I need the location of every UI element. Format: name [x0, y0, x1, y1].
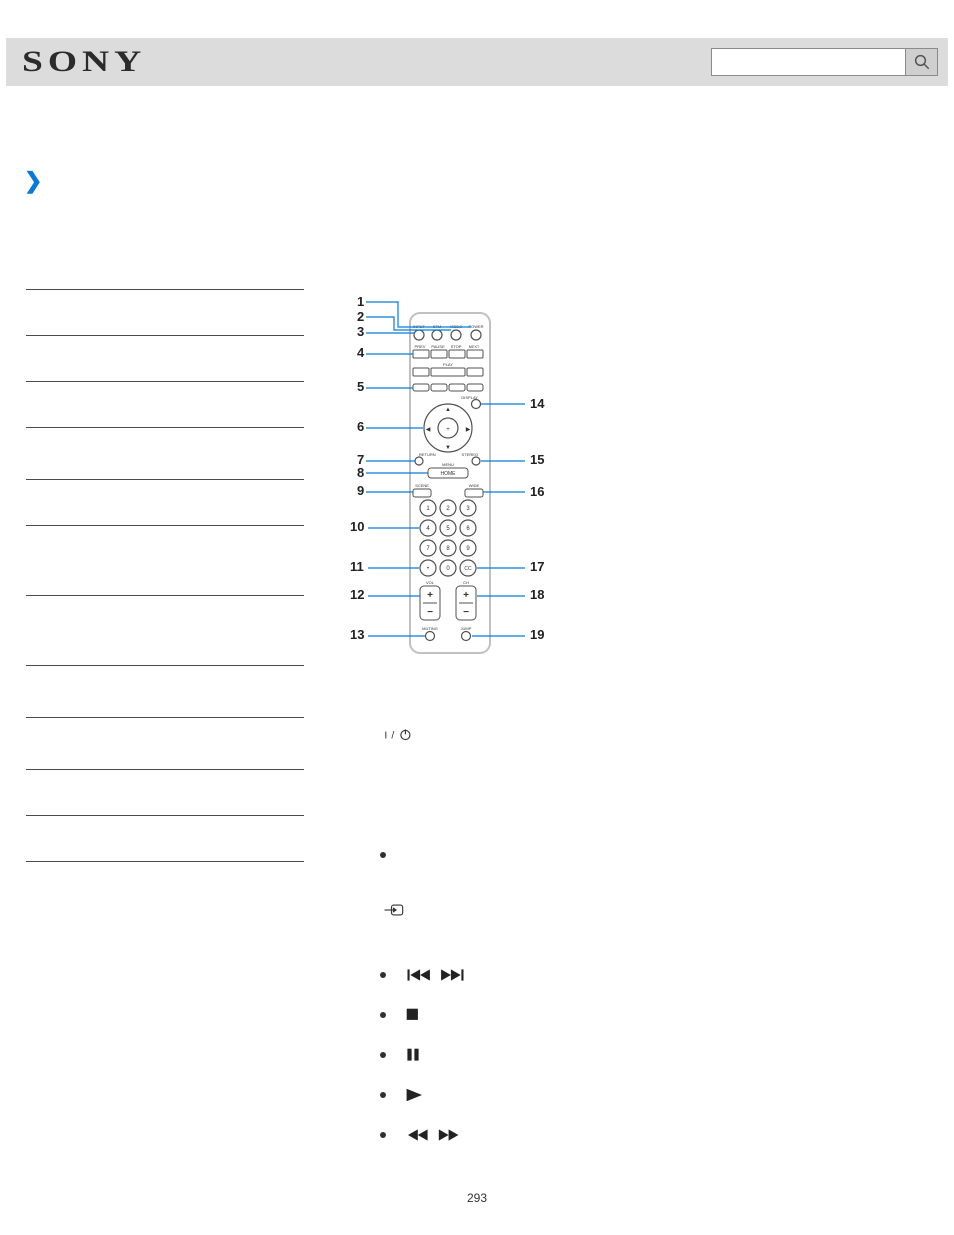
callout-12: 12	[350, 587, 364, 602]
description-list: I /	[380, 715, 710, 1155]
callout-17: 17	[530, 559, 544, 574]
sidebar-row	[26, 816, 304, 862]
search	[711, 48, 938, 76]
callout-3: 3	[357, 324, 364, 339]
svg-text:+: +	[427, 590, 433, 601]
play-icon	[404, 1088, 426, 1102]
svg-text:PREV: PREV	[415, 344, 426, 349]
callout-2: 2	[357, 309, 364, 324]
search-input[interactable]	[711, 48, 906, 76]
bullet-icon	[380, 1052, 386, 1058]
page-number: 293	[0, 1191, 954, 1205]
sidebar	[26, 238, 304, 862]
desc-prevnext-row	[380, 955, 710, 995]
sidebar-row	[26, 666, 304, 718]
svg-text:STEREO: STEREO	[462, 452, 478, 457]
callout-18: 18	[530, 587, 544, 602]
desc-spacer	[380, 755, 710, 835]
sidebar-row	[26, 596, 304, 666]
desc-rewff-row	[380, 1115, 710, 1155]
pause-icon	[404, 1048, 422, 1062]
callout-14: 14	[530, 396, 545, 411]
desc-bullet-row	[380, 835, 710, 875]
desc-power-row: I /	[380, 715, 710, 755]
svg-text:▶: ▶	[466, 427, 471, 433]
svg-text:RETURN: RETURN	[419, 452, 436, 457]
svg-text:SCENE: SCENE	[415, 483, 429, 488]
svg-text:−: −	[463, 607, 469, 618]
svg-text:PAUSE: PAUSE	[431, 344, 445, 349]
sidebar-row	[26, 290, 304, 336]
bullet-icon	[380, 972, 386, 978]
prev-next-icon	[404, 968, 474, 982]
callout-5: 5	[357, 379, 364, 394]
sidebar-row	[26, 336, 304, 382]
rew-ff-icon	[404, 1128, 468, 1142]
sidebar-row	[26, 770, 304, 816]
svg-text:+: +	[463, 590, 469, 601]
svg-text:CH: CH	[463, 580, 469, 585]
svg-text:WIDE: WIDE	[469, 483, 480, 488]
svg-text:•: •	[427, 566, 429, 572]
header-bar: SONY	[6, 38, 948, 86]
callout-6: 6	[357, 419, 364, 434]
sidebar-row	[26, 526, 304, 596]
svg-text:PLAY: PLAY	[443, 362, 453, 367]
svg-text:MUTING: MUTING	[422, 626, 438, 631]
bullet-icon	[380, 1132, 386, 1138]
svg-text:JUMP: JUMP	[461, 626, 472, 631]
svg-text:I: I	[384, 730, 387, 742]
search-button[interactable]	[906, 48, 938, 76]
callout-10: 10	[350, 519, 364, 534]
svg-text:◀: ◀	[426, 427, 431, 433]
svg-text:+: +	[446, 427, 450, 433]
sidebar-row	[26, 718, 304, 770]
svg-text:MENU: MENU	[442, 462, 454, 467]
svg-text:▼: ▼	[445, 445, 451, 451]
callout-8: 8	[357, 465, 364, 480]
sidebar-row	[26, 238, 304, 290]
breadcrumb-chevron-icon: ❯	[24, 168, 42, 194]
callout-4: 4	[357, 345, 365, 360]
bullet-icon	[380, 1092, 386, 1098]
sony-logo: SONY	[22, 45, 146, 79]
desc-play-row	[380, 1075, 710, 1115]
svg-text:VOL: VOL	[426, 580, 435, 585]
svg-text:/: /	[391, 730, 394, 742]
stop-icon	[404, 1008, 422, 1022]
power-icon: I /	[380, 728, 428, 742]
callout-9: 9	[357, 483, 364, 498]
sidebar-row	[26, 480, 304, 526]
callout-15: 15	[530, 452, 544, 467]
callout-1: 1	[357, 294, 364, 309]
callout-13: 13	[350, 627, 364, 642]
desc-pause-row	[380, 1035, 710, 1075]
svg-text:NEXT: NEXT	[469, 344, 480, 349]
svg-text:CC: CC	[464, 566, 472, 572]
sidebar-row	[26, 428, 304, 480]
input-icon	[380, 903, 410, 917]
callout-16: 16	[530, 484, 544, 499]
desc-input-row	[380, 890, 710, 930]
remote-diagram: INPUT STM VIDEO POWER PREV PAUSE STOP NE…	[350, 288, 620, 658]
desc-stop-row	[380, 995, 710, 1035]
svg-text:−: −	[427, 607, 433, 618]
search-icon	[913, 53, 931, 71]
callout-19: 19	[530, 627, 544, 642]
svg-text:HOME: HOME	[441, 471, 457, 477]
bullet-icon	[380, 852, 386, 858]
bullet-icon	[380, 1012, 386, 1018]
svg-text:STOP: STOP	[451, 344, 462, 349]
sidebar-row	[26, 382, 304, 428]
svg-text:▲: ▲	[445, 407, 451, 413]
callout-11: 11	[350, 559, 364, 574]
